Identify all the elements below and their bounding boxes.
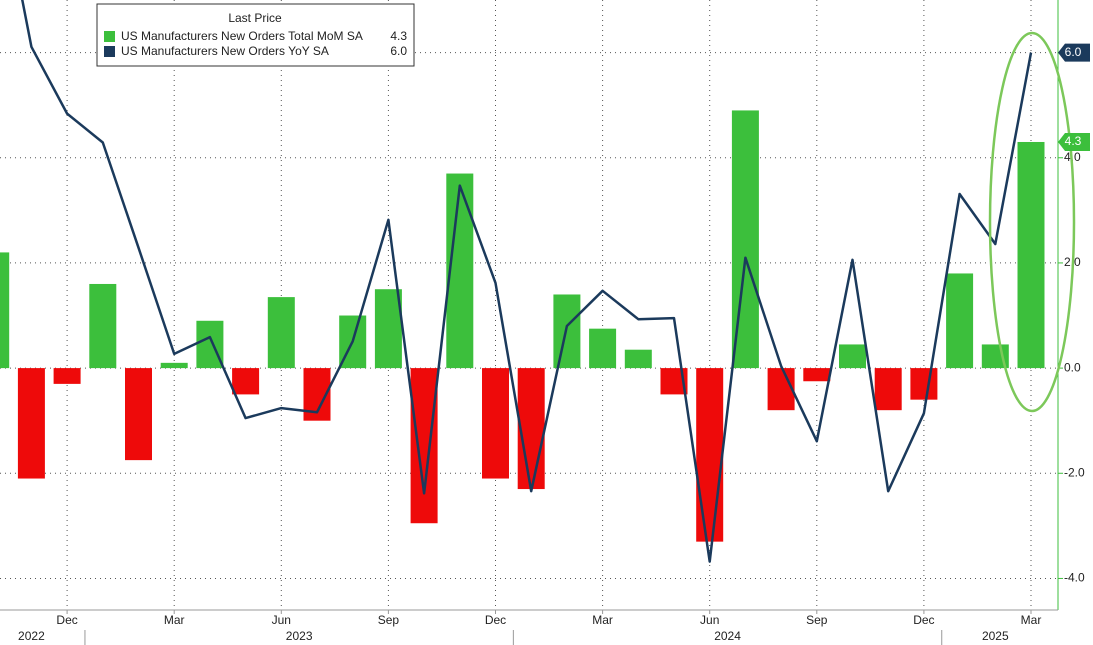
bar bbox=[874, 368, 902, 411]
bar bbox=[767, 368, 795, 411]
x-tick-label: Mar bbox=[1021, 613, 1042, 627]
legend-title: Last Price bbox=[228, 11, 282, 25]
x-tick-label: Sep bbox=[806, 613, 828, 627]
last-value-tag bbox=[1058, 43, 1090, 62]
legend-label: US Manufacturers New Orders Total MoM SA bbox=[121, 29, 363, 43]
bar bbox=[374, 289, 402, 369]
marks-layer bbox=[0, 0, 1045, 563]
bar bbox=[267, 297, 295, 369]
bar bbox=[232, 368, 260, 395]
legend-label: US Manufacturers New Orders YoY SA bbox=[121, 44, 329, 58]
y-tick-label: 0.0 bbox=[1064, 360, 1081, 374]
x-tick-label: Mar bbox=[164, 613, 185, 627]
bar bbox=[89, 283, 117, 369]
bar bbox=[482, 368, 509, 479]
x-year-label: 2025 bbox=[982, 629, 1009, 643]
x-tick-label: Dec bbox=[485, 613, 506, 627]
x-tick-label: Jun bbox=[272, 613, 291, 627]
bar bbox=[160, 362, 188, 369]
highlight-ellipse bbox=[988, 31, 1076, 413]
y-tick-label: -2.0 bbox=[1064, 465, 1085, 479]
x-tick-label: Dec bbox=[913, 613, 934, 627]
bar bbox=[517, 368, 545, 490]
x-year-label: 2022 bbox=[18, 629, 45, 643]
bar bbox=[1017, 141, 1045, 369]
legend-box bbox=[96, 3, 415, 67]
legend: Last Price US Manufacturers New Orders T… bbox=[96, 3, 415, 67]
bar bbox=[839, 344, 866, 369]
y-tick-label: -4.0 bbox=[1064, 571, 1085, 585]
x-tick-label: Sep bbox=[378, 613, 400, 627]
bar bbox=[53, 368, 81, 384]
last-value-label: 4.3 bbox=[1065, 134, 1082, 148]
legend-value: 4.3 bbox=[390, 29, 407, 43]
bar bbox=[803, 368, 831, 382]
x-year-label: 2023 bbox=[286, 629, 313, 643]
line bbox=[21, 0, 1033, 563]
x-tick-label: Mar bbox=[592, 613, 613, 627]
bar bbox=[410, 368, 438, 524]
x-tick-label: Dec bbox=[56, 613, 77, 627]
bar bbox=[696, 368, 724, 542]
bar bbox=[624, 349, 652, 369]
bar bbox=[0, 252, 10, 369]
bar bbox=[589, 328, 617, 369]
legend-swatch bbox=[104, 31, 115, 42]
legend-swatch bbox=[104, 46, 115, 57]
bar bbox=[946, 273, 974, 369]
bar bbox=[125, 368, 152, 461]
legend-value: 6.0 bbox=[390, 44, 407, 58]
x-year-label: 2024 bbox=[714, 629, 741, 643]
bar bbox=[17, 368, 45, 479]
x-tick-label: Jun bbox=[700, 613, 719, 627]
last-value-tag bbox=[1058, 132, 1090, 151]
overlay-layer: 4.3 6.0 bbox=[1058, 43, 1090, 151]
last-value-label: 6.0 bbox=[1065, 45, 1082, 59]
bar bbox=[910, 368, 938, 400]
